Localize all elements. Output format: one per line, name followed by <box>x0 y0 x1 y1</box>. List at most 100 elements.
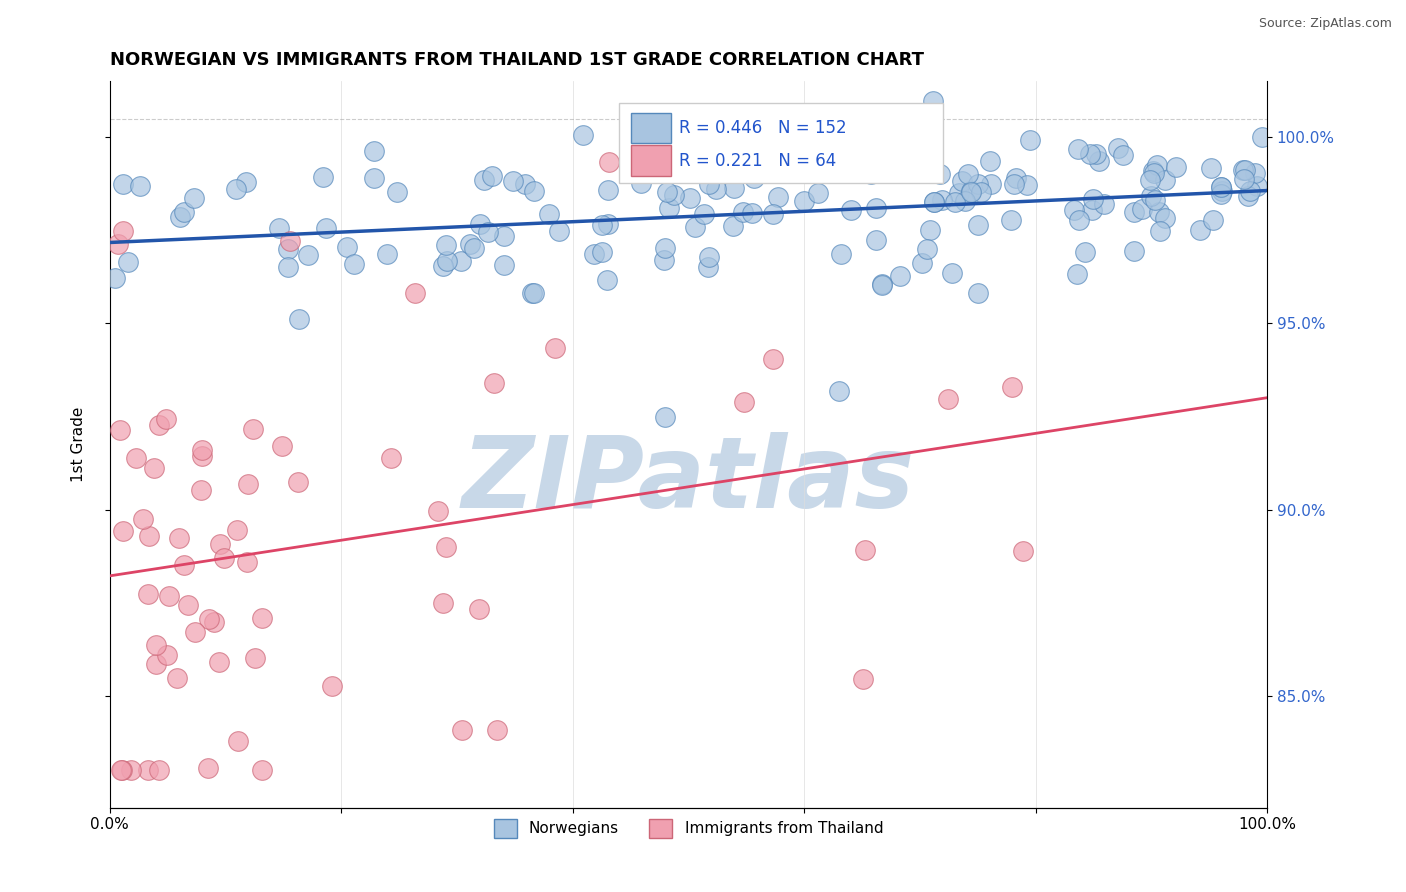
Point <box>598 155 620 169</box>
Point <box>762 351 785 366</box>
Point <box>1066 268 1088 282</box>
Point <box>697 178 720 192</box>
Point <box>1067 142 1090 156</box>
Point <box>136 764 159 778</box>
Point <box>1139 172 1161 186</box>
Point <box>104 271 127 285</box>
Point <box>235 175 257 189</box>
Point <box>966 177 988 191</box>
Point <box>865 201 887 215</box>
Point <box>167 532 190 546</box>
Point <box>1092 196 1115 211</box>
Point <box>142 460 165 475</box>
Point <box>960 184 983 198</box>
Point <box>108 423 131 437</box>
Point <box>513 177 536 191</box>
Point <box>870 277 893 291</box>
Point <box>960 185 983 199</box>
Point <box>1112 148 1135 162</box>
Point <box>1073 244 1095 259</box>
Point <box>697 250 720 264</box>
Point <box>482 376 505 390</box>
Point <box>1146 158 1168 172</box>
Point <box>723 219 745 233</box>
Point <box>169 211 191 225</box>
Point <box>839 203 862 218</box>
Point <box>1211 186 1233 201</box>
Point <box>950 174 973 188</box>
Y-axis label: 1st Grade: 1st Grade <box>72 407 86 483</box>
Point <box>1149 224 1171 238</box>
Point <box>953 194 976 208</box>
Point <box>432 259 454 273</box>
FancyBboxPatch shape <box>619 103 943 183</box>
Point <box>138 529 160 543</box>
Point <box>375 247 398 261</box>
Point <box>191 442 214 457</box>
Point <box>242 421 264 435</box>
Point <box>731 205 754 219</box>
Point <box>630 177 652 191</box>
Point <box>202 615 225 629</box>
Point <box>1251 129 1274 144</box>
Point <box>155 412 177 426</box>
Point <box>520 285 543 300</box>
Point <box>1081 203 1104 218</box>
Point <box>1130 202 1153 217</box>
Point <box>652 253 675 268</box>
Point <box>278 234 301 248</box>
Point <box>591 218 613 232</box>
Point <box>598 183 620 197</box>
Point <box>434 541 457 555</box>
Point <box>212 550 235 565</box>
Point <box>267 220 290 235</box>
Point <box>111 764 134 778</box>
Point <box>523 184 546 198</box>
Point <box>148 764 170 778</box>
Point <box>872 278 894 293</box>
Point <box>458 236 481 251</box>
Point <box>1063 202 1085 217</box>
Point <box>654 409 676 424</box>
Point <box>250 764 273 778</box>
Point <box>538 207 561 221</box>
Point <box>250 611 273 625</box>
Point <box>477 225 499 239</box>
Point <box>363 144 385 158</box>
Point <box>1246 178 1268 193</box>
Point <box>1000 213 1022 227</box>
Point <box>522 286 544 301</box>
Point <box>742 171 765 186</box>
Point <box>941 266 963 280</box>
Point <box>924 194 946 209</box>
Point <box>967 285 990 300</box>
Point <box>312 169 335 184</box>
Point <box>1211 184 1233 198</box>
Point <box>733 395 755 409</box>
Point <box>865 233 887 247</box>
Point <box>463 241 485 255</box>
Point <box>1002 177 1025 191</box>
Point <box>1018 133 1040 147</box>
Point <box>343 257 366 271</box>
Point <box>166 672 188 686</box>
Point <box>110 764 132 778</box>
Point <box>225 524 247 538</box>
Point <box>427 504 450 518</box>
Point <box>658 201 681 215</box>
Point <box>704 182 727 196</box>
Point <box>1142 164 1164 178</box>
Point <box>297 248 319 262</box>
Point <box>315 220 337 235</box>
Point <box>1211 180 1233 194</box>
Point <box>1164 161 1187 175</box>
Point <box>245 650 267 665</box>
Point <box>1236 188 1258 202</box>
Point <box>485 723 508 737</box>
Point <box>921 94 943 108</box>
Point <box>703 166 725 180</box>
Point <box>1011 544 1033 558</box>
Point <box>472 173 495 187</box>
Point <box>481 169 503 183</box>
Point <box>793 194 815 208</box>
